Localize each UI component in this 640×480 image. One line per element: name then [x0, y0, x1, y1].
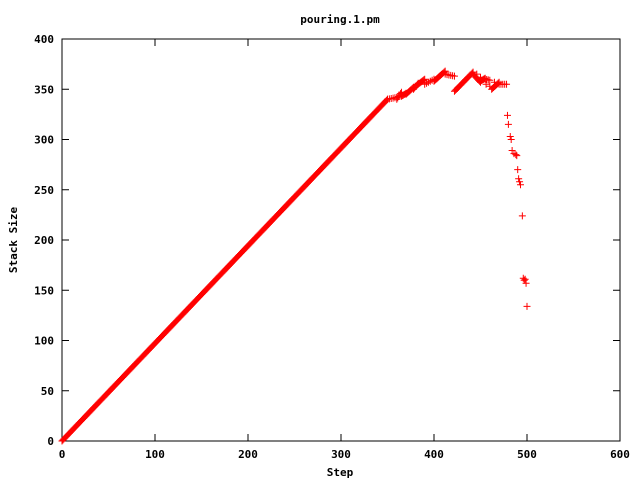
- y-axis-label: Stack Size: [7, 207, 20, 274]
- y-tick-label: 100: [34, 335, 54, 348]
- data-point: [504, 120, 512, 128]
- y-tick-label: 250: [34, 184, 54, 197]
- data-point: [513, 152, 521, 160]
- x-tick-label: 0: [59, 448, 66, 461]
- data-point: [512, 151, 520, 159]
- data-point: [503, 111, 511, 119]
- data-point: [486, 82, 494, 90]
- y-tick-label: 300: [34, 134, 54, 147]
- x-axis: 0 100 200 300 400 500 600: [59, 39, 630, 461]
- y-tick-label: 350: [34, 83, 54, 96]
- data-point: [473, 70, 481, 78]
- y-tick-label: 200: [34, 234, 54, 247]
- x-tick-label: 300: [331, 448, 351, 461]
- y-tick-label: 400: [34, 33, 54, 46]
- data-point: [450, 72, 458, 80]
- data-point: [515, 175, 523, 183]
- y-axis: 0 50 100 150 200 250 300 350 400: [34, 33, 620, 448]
- data-point: [518, 212, 526, 220]
- x-tick-label: 400: [424, 448, 444, 461]
- data-point: [490, 78, 498, 86]
- data-point: [503, 80, 511, 88]
- y-tick-label: 0: [47, 435, 54, 448]
- data-series: [58, 67, 531, 445]
- data-point: [482, 80, 490, 88]
- data-point: [507, 136, 515, 143]
- x-tick-label: 600: [610, 448, 630, 461]
- plot-frame: [61, 38, 621, 442]
- y-tick-label: 150: [34, 284, 54, 297]
- data-point: [516, 181, 524, 189]
- data-point: [516, 178, 524, 186]
- x-tick-label: 500: [517, 448, 537, 461]
- data-point: [506, 132, 514, 140]
- x-tick-label: 200: [238, 448, 258, 461]
- x-axis-label: Step: [327, 466, 354, 479]
- data-point: [514, 166, 522, 174]
- x-tick-label: 100: [145, 448, 165, 461]
- data-point: [522, 279, 530, 287]
- chart-title: pouring.1.pm: [300, 13, 380, 26]
- data-point: [521, 275, 529, 283]
- data-point: [477, 73, 484, 81]
- y-tick-label: 50: [41, 385, 54, 398]
- data-point: [486, 76, 494, 84]
- data-point: [523, 302, 531, 310]
- data-point: [508, 147, 516, 155]
- plot-area: [61, 38, 621, 442]
